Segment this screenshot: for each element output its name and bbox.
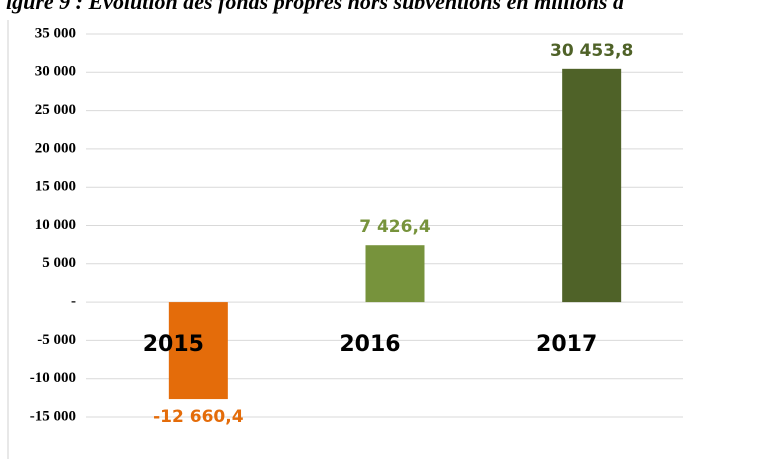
y-tick-label: 15 000 — [35, 179, 76, 195]
y-tick-label: 10 000 — [35, 217, 76, 233]
data-label: -12 660,4 — [153, 407, 244, 427]
data-label: 30 453,8 — [550, 41, 633, 61]
x-tick-label: 2017 — [536, 332, 597, 357]
x-tick-label: 2015 — [143, 332, 204, 357]
bar — [365, 245, 425, 303]
y-tick-label: - — [71, 294, 76, 310]
y-tick-label: 35 000 — [35, 25, 76, 41]
y-tick-label: -10 000 — [30, 370, 76, 386]
y-tick-label: -5 000 — [37, 332, 76, 348]
y-tick-label: 20 000 — [35, 140, 76, 156]
data-label: 7 426,4 — [359, 217, 431, 237]
y-tick-label: 30 000 — [35, 64, 76, 80]
bar — [168, 302, 228, 400]
y-tick-label: 5 000 — [42, 255, 76, 271]
x-tick-label: 2016 — [339, 332, 400, 357]
y-tick-label: -15 000 — [30, 408, 76, 424]
chart-title: igure 9 : Evolution des fonds propres ho… — [6, 0, 625, 14]
bar — [562, 68, 622, 303]
y-tick-label: 25 000 — [35, 102, 76, 118]
